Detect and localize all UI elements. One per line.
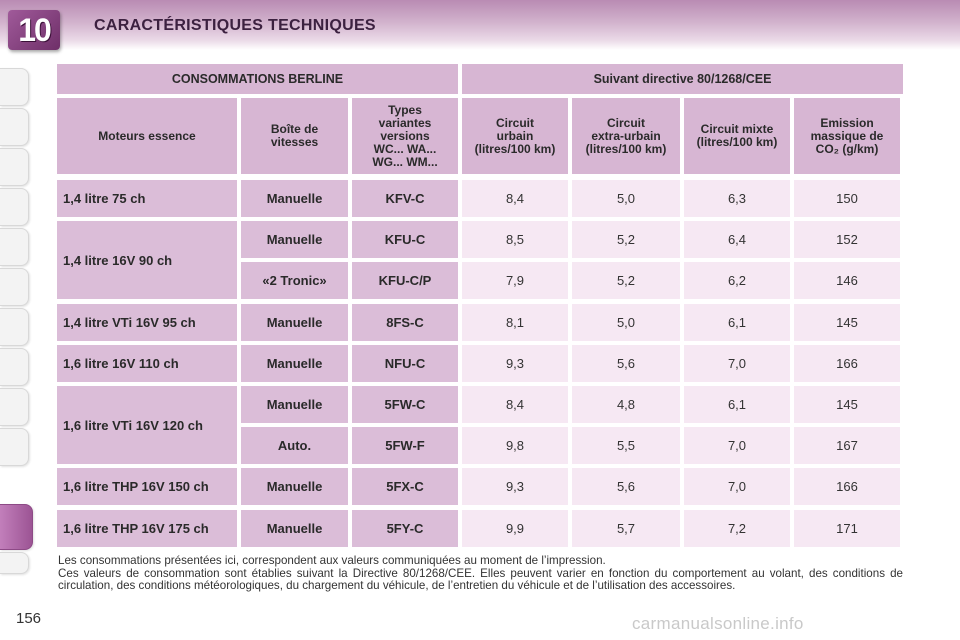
column-header-gearbox: Boîte de vitesses — [241, 98, 348, 174]
urban-cell: 8,1 — [462, 303, 568, 341]
combined-cell: 7,2 — [684, 509, 790, 547]
group-header-row: CONSOMMATIONS BERLINE Suivant directive … — [57, 64, 903, 94]
gearbox-cell: Manuelle — [241, 509, 348, 547]
extra-urban-cell: 5,2 — [572, 221, 680, 259]
co2-cell: 167 — [794, 427, 900, 465]
column-header-row: Moteurs essence Boîte de vitesses Types … — [57, 98, 903, 174]
extra-urban-cell: 5,6 — [572, 468, 680, 506]
co2-cell: 152 — [794, 221, 900, 259]
group-header-consumption: CONSOMMATIONS BERLINE — [57, 64, 458, 94]
extra-urban-cell: 5,7 — [572, 509, 680, 547]
type-cell: 5FW-F — [352, 427, 458, 465]
chapter-tab[interactable] — [0, 348, 29, 386]
engine-label: 1,4 litre 16V 90 ch — [57, 221, 237, 300]
chapter-tab-active[interactable] — [0, 504, 33, 550]
header-bar — [0, 0, 960, 50]
combined-cell: 6,1 — [684, 303, 790, 341]
page-title: CARACTÉRISTIQUES TECHNIQUES — [94, 17, 376, 34]
chapter-tab[interactable] — [0, 108, 29, 146]
urban-cell: 9,8 — [462, 427, 568, 465]
group-header-directive: Suivant directive 80/1268/CEE — [462, 64, 903, 94]
gearbox-cell: «2 Tronic» — [241, 262, 348, 300]
urban-cell: 9,3 — [462, 468, 568, 506]
column-header-combined: Circuit mixte (litres/100 km) — [684, 98, 790, 174]
table-body: 1,4 litre 75 ch 1,4 litre 16V 90 ch 1,4 li… — [57, 180, 903, 552]
chapter-tab[interactable] — [0, 552, 29, 574]
combined-cell: 6,2 — [684, 262, 790, 300]
chapter-tab[interactable] — [0, 68, 29, 106]
extra-urban-cell: 4,8 — [572, 386, 680, 423]
co2-cell: 166 — [794, 344, 900, 382]
chapter-badge: 10 — [8, 10, 60, 50]
chapter-tab[interactable] — [0, 428, 29, 466]
engine-label: 1,4 litre VTi 16V 95 ch — [57, 303, 237, 341]
type-cell: NFU-C — [352, 344, 458, 382]
watermark: carmanualsonline.info — [632, 614, 804, 633]
chapter-tab[interactable] — [0, 268, 29, 306]
urban-cell: 9,9 — [462, 509, 568, 547]
combined-cell: 6,3 — [684, 180, 790, 217]
gearbox-cell: Manuelle — [241, 180, 348, 217]
type-cell: KFU-C — [352, 221, 458, 259]
column-header-extra-urban: Circuit extra-urbain (litres/100 km) — [572, 98, 680, 174]
urban-cell: 9,3 — [462, 344, 568, 382]
column-header-engine: Moteurs essence — [57, 98, 237, 174]
chapter-tab[interactable] — [0, 388, 29, 426]
urban-cell: 8,4 — [462, 180, 568, 217]
gearbox-cell: Auto. — [241, 427, 348, 465]
urban-cell: 8,4 — [462, 386, 568, 423]
gearbox-cell: Manuelle — [241, 303, 348, 341]
combined-cell: 7,0 — [684, 468, 790, 506]
engine-label: 1,6 litre VTi 16V 120 ch — [57, 386, 237, 465]
footnote: Les consommations présentées ici, corres… — [58, 554, 606, 567]
page-number: 156 — [16, 610, 42, 627]
engine-label: 1,6 litre THP 16V 175 ch — [57, 509, 237, 547]
type-cell: 5FW-C — [352, 386, 458, 423]
chapter-number: 10 — [18, 11, 52, 48]
chapter-tab[interactable] — [0, 228, 29, 266]
type-cell: 5FX-C — [352, 468, 458, 506]
combined-cell: 7,0 — [684, 344, 790, 382]
co2-cell: 145 — [794, 303, 900, 341]
engine-label: 1,4 litre 75 ch — [57, 180, 237, 217]
extra-urban-cell: 5,6 — [572, 344, 680, 382]
footnote: Ces valeurs de consommation sont établie… — [58, 566, 903, 592]
column-header-type: Types variantes versions WC... WA... WG.… — [352, 98, 458, 174]
gearbox-cell: Manuelle — [241, 468, 348, 506]
footnotes: Les consommations présentées ici, corres… — [58, 554, 903, 593]
co2-cell: 145 — [794, 386, 900, 423]
co2-cell: 146 — [794, 262, 900, 300]
chapter-tab[interactable] — [0, 308, 29, 346]
engine-label: 1,6 litre 16V 110 ch — [57, 344, 237, 382]
combined-cell: 7,0 — [684, 427, 790, 465]
gearbox-cell: Manuelle — [241, 221, 348, 259]
urban-cell: 8,5 — [462, 221, 568, 259]
type-cell: KFV-C — [352, 180, 458, 217]
gearbox-cell: Manuelle — [241, 344, 348, 382]
extra-urban-cell: 5,0 — [572, 303, 680, 341]
urban-cell: 7,9 — [462, 262, 568, 300]
chapter-tab[interactable] — [0, 188, 29, 226]
combined-cell: 6,4 — [684, 221, 790, 259]
extra-urban-cell: 5,0 — [572, 180, 680, 217]
column-header-urban: Circuit urbain (litres/100 km) — [462, 98, 568, 174]
type-cell: KFU-C/P — [352, 262, 458, 300]
column-header-co2: Emission massique de CO₂ (g/km) — [794, 98, 900, 174]
extra-urban-cell: 5,5 — [572, 427, 680, 465]
engine-label: 1,6 litre THP 16V 150 ch — [57, 468, 237, 506]
combined-cell: 6,1 — [684, 386, 790, 423]
type-cell: 8FS-C — [352, 303, 458, 341]
gearbox-cell: Manuelle — [241, 386, 348, 423]
co2-cell: 171 — [794, 509, 900, 547]
chapter-tabs — [0, 64, 34, 576]
co2-cell: 150 — [794, 180, 900, 217]
extra-urban-cell: 5,2 — [572, 262, 680, 300]
type-cell: 5FY-C — [352, 509, 458, 547]
chapter-tab[interactable] — [0, 148, 29, 186]
consumption-table: CONSOMMATIONS BERLINE Suivant directive … — [57, 64, 903, 552]
co2-cell: 166 — [794, 468, 900, 506]
